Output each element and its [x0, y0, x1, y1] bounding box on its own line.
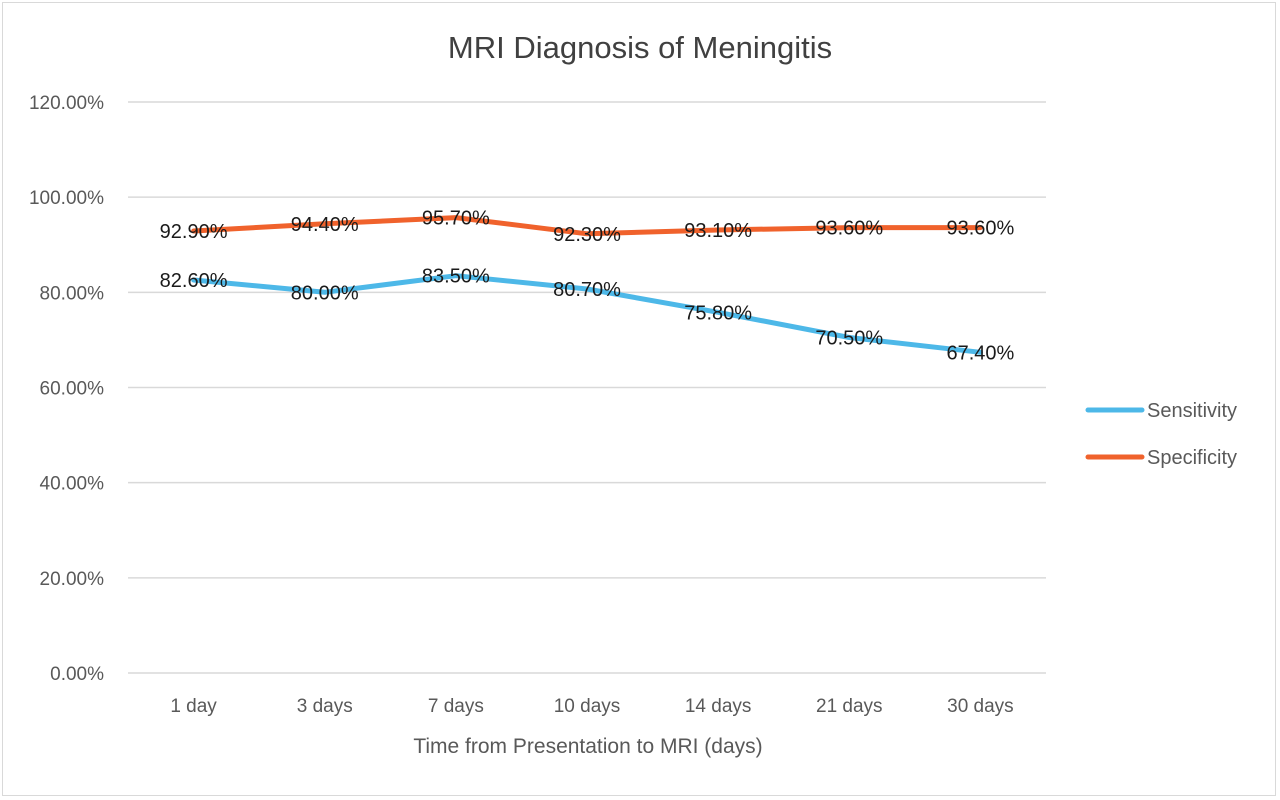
series-lines [191, 215, 983, 355]
data-label: 92.30% [553, 224, 621, 246]
data-label: 75.80% [684, 302, 752, 324]
data-label: 70.50% [815, 328, 883, 350]
y-tick-label: 100.00% [29, 188, 104, 209]
x-tick-label: 1 day [170, 696, 217, 717]
y-tick-label: 20.00% [40, 569, 105, 590]
x-tick-label: 30 days [947, 696, 1014, 717]
data-label: 94.40% [291, 214, 359, 236]
data-label: 80.70% [553, 279, 621, 301]
data-label: 93.60% [947, 218, 1015, 240]
x-tick-label: 7 days [428, 696, 484, 717]
data-label: 93.10% [684, 220, 752, 242]
series-line-sensitivity [191, 273, 983, 355]
data-label: 67.40% [947, 342, 1015, 364]
x-tick-label: 21 days [816, 696, 883, 717]
gridlines [128, 101, 1046, 674]
chart-title: MRI Diagnosis of Meningitis [448, 30, 832, 65]
x-tick-label: 3 days [297, 696, 353, 717]
series-line-specificity [191, 215, 983, 237]
x-tick-label: 14 days [685, 696, 752, 717]
legend: Sensitivity Specificity [1085, 400, 1237, 469]
y-tick-label: 40.00% [40, 474, 105, 495]
y-tick-label: 0.00% [50, 664, 104, 685]
data-label: 82.60% [160, 270, 228, 292]
data-label: 92.90% [160, 221, 228, 243]
data-labels: 82.60% 80.00% 83.50% 80.70% 75.80% 70.50% 67.4… [160, 208, 1015, 365]
x-axis-ticks: 1 day 3 days 7 days 10 days 14 days 21 days 30… [170, 696, 1013, 717]
y-tick-label: 120.00% [29, 93, 104, 114]
legend-label: Sensitivity [1147, 400, 1237, 422]
x-axis-label: Time from Presentation to MRI (days) [413, 735, 762, 758]
y-tick-label: 60.00% [40, 379, 105, 400]
data-label: 83.50% [422, 266, 490, 288]
legend-label: Specificity [1147, 447, 1237, 469]
x-tick-label: 10 days [554, 696, 621, 717]
data-label: 93.60% [815, 218, 883, 240]
y-axis-ticks: 0.00% 20.00% 40.00% 60.00% 80.00% 100.00% 120.… [29, 93, 104, 685]
y-tick-label: 80.00% [40, 283, 105, 304]
data-label: 95.70% [422, 208, 490, 230]
data-label: 80.00% [291, 282, 359, 304]
